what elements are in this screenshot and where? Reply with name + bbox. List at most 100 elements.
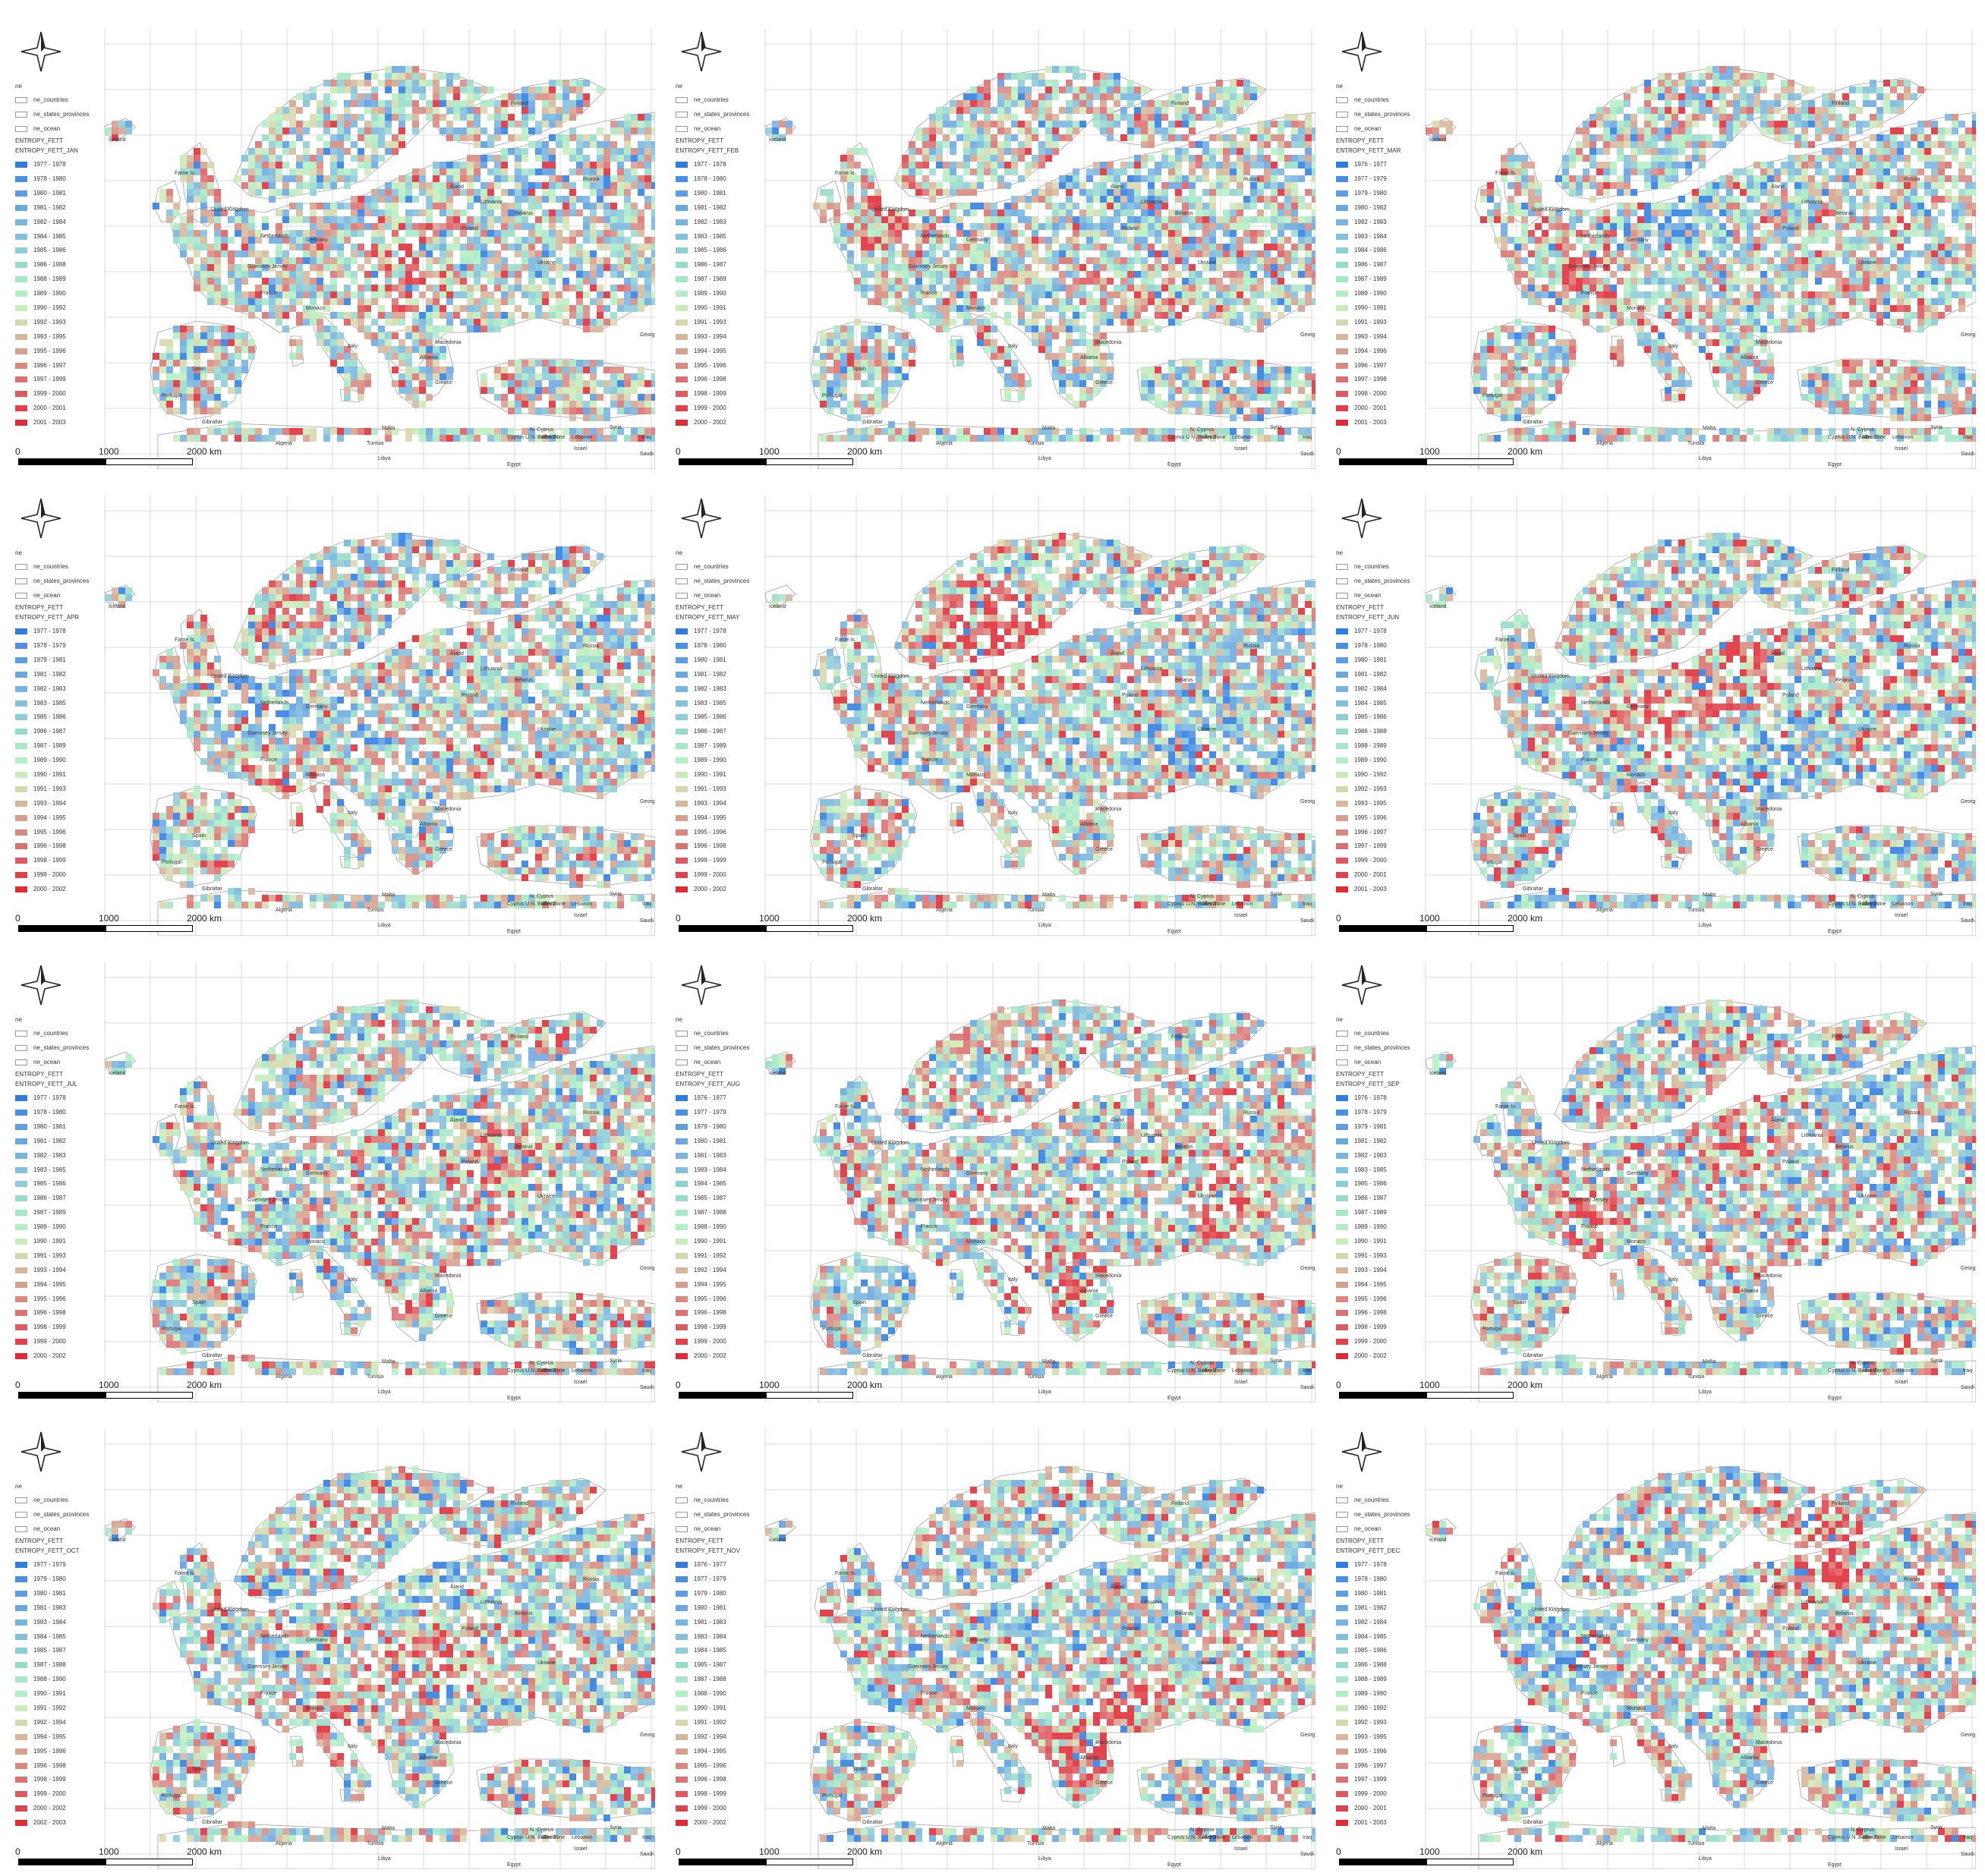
entropy-cell	[187, 223, 194, 230]
entropy-cell	[950, 209, 956, 216]
entropy-cell	[1182, 107, 1189, 114]
entropy-cell	[1189, 196, 1196, 203]
entropy-cell	[597, 291, 603, 298]
entropy-cell	[549, 155, 556, 162]
entropy-cell	[228, 387, 235, 394]
legend-class-label: 2000 - 2001	[33, 405, 66, 411]
entropy-cell	[1100, 244, 1107, 250]
entropy-cell	[440, 87, 446, 93]
entropy-cell	[1168, 387, 1175, 394]
entropy-cell	[1161, 216, 1168, 223]
entropy-cell	[344, 264, 351, 271]
entropy-cell	[460, 223, 467, 230]
entropy-cell	[590, 373, 597, 380]
entropy-cell	[371, 141, 378, 148]
entropy-cell	[1052, 223, 1059, 230]
entropy-cell	[494, 319, 501, 326]
entropy-cell	[501, 291, 508, 298]
entropy-cell	[820, 203, 827, 209]
entropy-cell	[991, 346, 997, 353]
entropy-cell	[1278, 223, 1284, 230]
entropy-cell	[902, 162, 909, 168]
entropy-cell	[235, 264, 241, 271]
entropy-cell	[405, 66, 412, 73]
entropy-cell	[638, 141, 644, 148]
entropy-cell	[651, 298, 655, 305]
entropy-cell	[556, 244, 562, 250]
entropy-cell	[929, 264, 936, 271]
entropy-cell	[1079, 264, 1086, 271]
entropy-cell	[1134, 162, 1141, 168]
entropy-cell	[282, 148, 289, 155]
entropy-cell	[1278, 250, 1284, 257]
entropy-cell	[583, 93, 590, 100]
entropy-cell	[1079, 373, 1086, 380]
entropy-cell	[433, 346, 440, 353]
entropy-cell	[542, 373, 549, 380]
entropy-cell	[1209, 114, 1216, 121]
entropy-cell	[1890, 107, 1897, 114]
entropy-cell	[1114, 305, 1120, 312]
entropy-cell	[399, 141, 405, 148]
place-label: Tunisia	[1027, 441, 1044, 446]
entropy-cell	[1168, 367, 1175, 373]
legend-class-label: 1982 - 1984	[33, 219, 66, 225]
entropy-cell	[1120, 134, 1127, 141]
entropy-cell	[282, 127, 289, 134]
entropy-cell	[1120, 312, 1127, 319]
entropy-cell	[1972, 114, 1976, 121]
entropy-cell	[1107, 134, 1114, 141]
entropy-cell	[207, 346, 214, 353]
entropy-cell	[1569, 148, 1576, 155]
entropy-cell	[1073, 168, 1079, 175]
entropy-cell	[1631, 87, 1637, 93]
entropy-cell	[902, 435, 909, 442]
entropy-cell	[1794, 107, 1801, 114]
entropy-cell	[1291, 244, 1298, 250]
entropy-cell	[1127, 80, 1134, 87]
entropy-cell	[956, 134, 963, 141]
entropy-cell	[1699, 100, 1706, 107]
entropy-cell	[392, 114, 399, 121]
entropy-cell	[909, 155, 915, 162]
entropy-cell	[1685, 100, 1692, 107]
entropy-cell	[617, 428, 624, 435]
entropy-cell	[597, 203, 603, 209]
entropy-cell	[1196, 87, 1202, 93]
entropy-cell	[1298, 237, 1305, 244]
entropy-cell	[1032, 250, 1038, 257]
entropy-cell	[371, 319, 378, 326]
entropy-cell	[1059, 326, 1066, 332]
entropy-cell	[1237, 257, 1243, 264]
entropy-cell	[1291, 380, 1298, 387]
entropy-cell	[207, 367, 214, 373]
entropy-cell	[433, 107, 440, 114]
entropy-cell	[399, 387, 405, 394]
entropy-cell	[1237, 278, 1243, 285]
entropy-cell	[936, 182, 943, 189]
entropy-cell	[528, 114, 535, 121]
entropy-cell	[317, 230, 323, 237]
entropy-cell	[1250, 237, 1257, 244]
entropy-cell	[1305, 291, 1312, 298]
entropy-cell	[487, 209, 494, 216]
scale-segment-black	[18, 458, 106, 465]
entropy-cell	[556, 121, 562, 127]
entropy-cell	[487, 237, 494, 244]
entropy-cell	[1073, 230, 1079, 237]
entropy-cell	[508, 230, 515, 237]
entropy-cell	[1025, 285, 1032, 291]
entropy-cell	[487, 428, 494, 435]
entropy-cell	[874, 332, 881, 339]
entropy-cell	[358, 394, 364, 401]
entropy-cell	[1216, 257, 1223, 264]
entropy-cell	[1120, 237, 1127, 244]
entropy-cell	[214, 250, 221, 257]
entropy-cell	[1665, 127, 1671, 134]
entropy-cell	[1073, 291, 1079, 298]
entropy-cell	[1107, 428, 1114, 435]
entropy-cell	[874, 189, 881, 196]
entropy-cell	[180, 435, 187, 442]
entropy-cell	[638, 250, 644, 257]
entropy-cell	[412, 66, 419, 73]
